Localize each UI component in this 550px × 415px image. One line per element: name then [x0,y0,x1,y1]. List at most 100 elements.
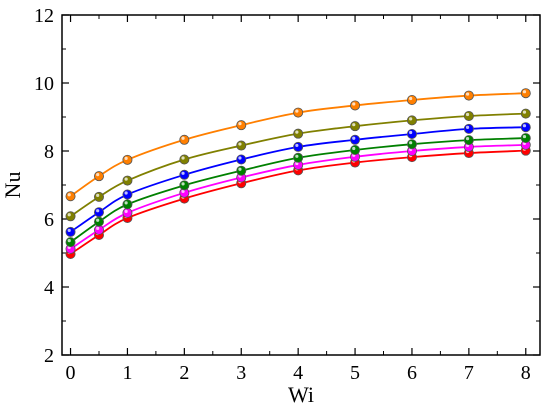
x-axis-title: Wi [288,382,314,407]
series-line [70,126,526,233]
data-point-highlight [295,154,299,158]
data-point [236,140,247,151]
data-point [293,141,304,152]
data-point [350,134,361,145]
data-point [122,175,133,186]
data-point [122,207,133,218]
data-point-highlight [181,171,185,175]
data-point-highlight [181,189,185,193]
data-point [463,90,474,101]
data-point-highlight [465,92,470,96]
data-point [293,128,304,139]
data-point [122,154,133,165]
x-tick-label: 7 [464,362,474,384]
y-tick-label: 8 [44,141,54,163]
series-2 [65,108,531,222]
y-tick-label: 4 [44,277,54,299]
data-point [236,165,247,176]
y-tick-label: 2 [44,345,54,367]
data-point-highlight [522,90,527,94]
plot-frame [61,14,541,356]
series-line [70,112,526,218]
x-tick-label: 3 [236,362,246,384]
data-point-highlight [181,182,185,186]
data-point-highlight [522,124,527,128]
data-point [179,180,190,191]
data-point [520,122,531,133]
data-point-highlight [465,137,470,141]
data-point [520,88,531,99]
data-point-highlight [238,156,242,160]
data-point [179,169,190,180]
data-point [406,115,417,126]
data-point [93,216,104,227]
series-4 [65,133,531,248]
data-point [122,199,133,210]
series-line [70,137,526,243]
data-point-highlight [181,136,185,140]
data-point-highlight [522,134,527,139]
data-point [179,134,190,145]
data-point [520,108,531,119]
data-point-highlight [181,156,185,160]
data-point [236,154,247,165]
data-point-highlight [465,125,470,129]
data-point [65,191,76,202]
data-point-highlight [124,156,128,160]
x-tick-label: 8 [521,362,531,384]
x-tick-label: 5 [350,362,360,384]
x-tick-label: 4 [293,362,303,384]
data-point-highlight [67,239,71,243]
data-point [293,152,304,163]
y-tick-label: 12 [34,5,54,27]
data-point-highlight [295,143,299,148]
data-point-highlight [124,177,128,181]
data-point [406,95,417,106]
data-point [406,139,417,150]
y-axis-title: Nu [0,172,25,199]
data-point [65,226,76,237]
data-point [520,133,531,144]
series-1 [65,88,531,202]
data-point-highlight [409,117,413,121]
x-tick-label: 1 [122,362,132,384]
data-point-highlight [67,193,71,197]
data-point-highlight [96,226,100,230]
data-point [93,207,104,218]
data-point-highlight [522,110,527,114]
series-line [70,143,526,250]
data-point-highlight [96,218,100,222]
y-tick-label: 10 [34,73,54,95]
data-point [350,144,361,155]
data-point [65,211,76,222]
data-point-highlight [238,142,242,146]
data-point-highlight [124,191,128,195]
data-point [179,154,190,165]
data-point [463,123,474,134]
data-point-highlight [124,201,128,205]
data-point-highlight [352,123,356,127]
data-point [463,110,474,121]
data-point-highlight [238,122,242,126]
data-point-highlight [409,130,413,135]
data-point-highlight [352,102,356,106]
data-point-highlight [409,96,413,101]
x-tick-label: 2 [179,362,189,384]
data-point-highlight [124,209,128,213]
data-point [93,171,104,182]
data-point-highlight [409,141,413,145]
data-point [236,120,247,131]
series-3 [65,122,531,237]
data-point-highlight [352,136,356,140]
series-5 [65,139,531,254]
y-tick-label: 6 [44,209,54,231]
data-point [65,237,76,248]
data-point-highlight [295,130,299,134]
series-line [70,149,526,255]
series-group [65,88,531,260]
x-tick-label: 6 [407,362,417,384]
data-point [350,100,361,111]
